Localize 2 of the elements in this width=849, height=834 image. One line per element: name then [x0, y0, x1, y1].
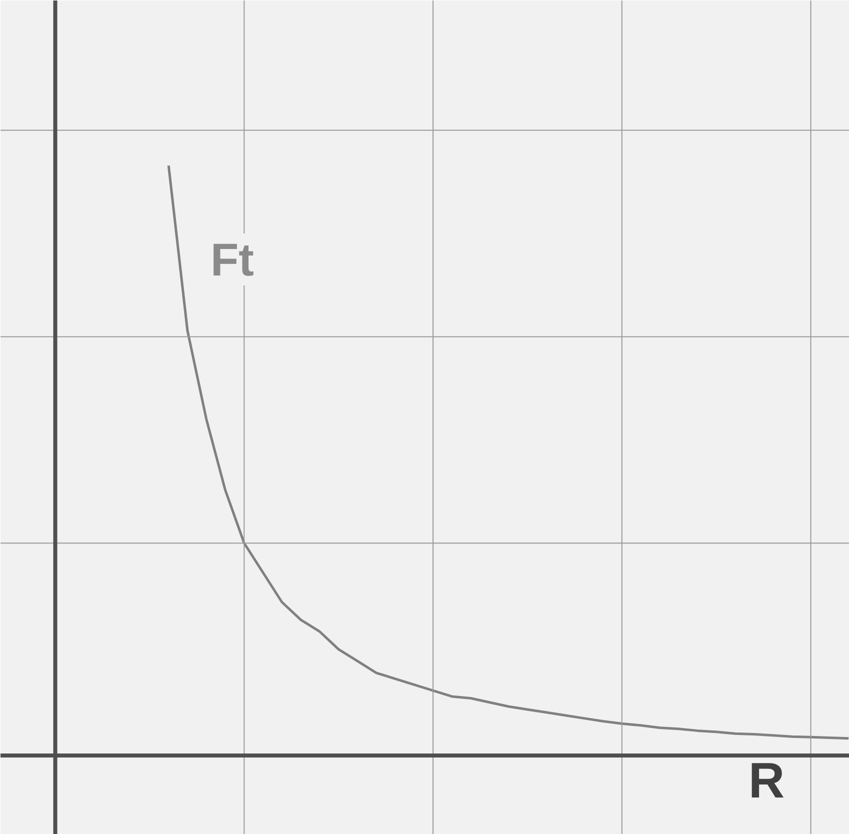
x-axis-title: R [748, 752, 785, 808]
y-axis-title: Ft [210, 234, 254, 286]
